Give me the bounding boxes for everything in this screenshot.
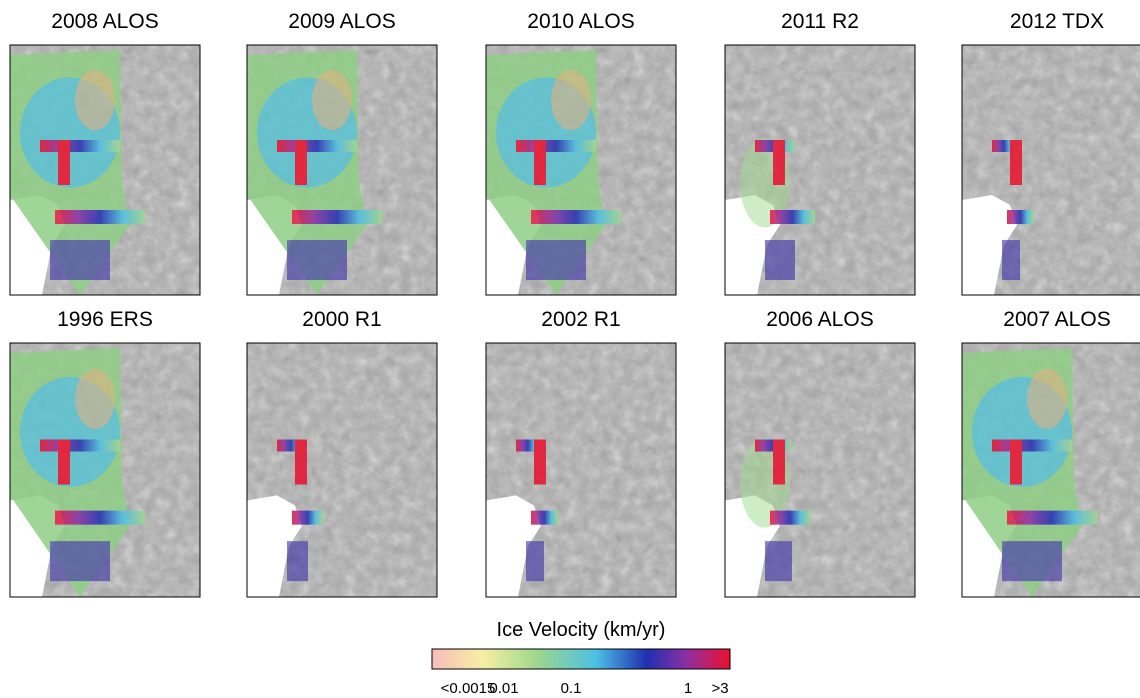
map-panel: 2007 ALOS — [962, 308, 1140, 597]
glacier — [292, 511, 324, 525]
glacier — [1002, 240, 1020, 280]
map-panel: 2006 ALOS — [725, 308, 915, 597]
glacier — [516, 140, 596, 152]
map-body — [10, 45, 200, 295]
glacier-front — [295, 140, 307, 185]
glacier-front — [58, 140, 70, 185]
map-body — [10, 343, 200, 597]
panel-title: 2006 ALOS — [766, 308, 873, 331]
glacier-front — [58, 440, 70, 485]
glacier — [1007, 511, 1097, 525]
glacier — [292, 210, 382, 224]
colorbar-tick-label: 1 — [684, 680, 692, 697]
colorbar-tick-label: 0.1 — [561, 680, 582, 697]
map-panel: 2010 ALOS — [486, 10, 676, 295]
map-body — [725, 45, 915, 295]
glacier-front — [1010, 140, 1022, 185]
panel-title: 2010 ALOS — [527, 10, 634, 33]
colorbar-tick-label: >3 — [711, 680, 728, 697]
glacier — [531, 210, 621, 224]
map-body — [247, 343, 437, 597]
map-panel: 2011 R2 — [725, 10, 915, 295]
glacier — [526, 240, 586, 280]
glacier — [40, 140, 120, 152]
map-body — [486, 45, 676, 295]
glacier-front — [773, 440, 785, 485]
glacier — [287, 240, 347, 280]
velocity-blob — [75, 70, 115, 130]
glacier — [55, 210, 145, 224]
velocity-blob — [312, 70, 352, 130]
map-body — [725, 343, 915, 597]
map-panel: 2000 R1 — [247, 308, 437, 597]
glacier — [287, 541, 308, 581]
map-panel: 2008 ALOS — [10, 10, 200, 295]
figure: 2008 ALOS 2009 ALOS 2010 ALOS 2011 R2 2012 T… — [0, 0, 1140, 698]
glacier — [765, 541, 792, 581]
glacier-front — [1010, 440, 1022, 485]
panel-title: 1996 ERS — [57, 308, 153, 331]
panel-title: 2009 ALOS — [288, 10, 395, 33]
map-panel: 2012 TDX — [962, 10, 1140, 295]
map-body — [962, 343, 1140, 597]
glacier-front — [534, 140, 546, 185]
map-panel: 1996 ERS — [10, 308, 200, 597]
glacier — [40, 440, 120, 452]
map-panel: 2002 R1 — [486, 308, 676, 597]
glacier — [992, 440, 1072, 452]
panel-title: 2011 R2 — [781, 10, 859, 33]
panels: 2008 ALOS 2009 ALOS 2010 ALOS 2011 R2 2012 T… — [10, 10, 1140, 597]
glacier — [55, 511, 145, 525]
colorbar-title: Ice Velocity (km/yr) — [497, 619, 666, 641]
glacier — [50, 240, 110, 280]
colorbar-tick-label: <0.0015 — [441, 680, 496, 697]
glacier — [526, 541, 544, 581]
map-body — [962, 45, 1140, 295]
velocity-blob — [1027, 369, 1067, 429]
glacier — [770, 511, 811, 525]
panel-title: 2012 TDX — [1010, 10, 1104, 33]
glacier-front — [534, 440, 546, 485]
panel-title: 2008 ALOS — [51, 10, 158, 33]
glacier — [50, 541, 110, 581]
colorbar-tick-label: 0.01 — [489, 680, 518, 697]
glacier — [1007, 210, 1034, 224]
glacier — [765, 240, 795, 280]
colorbar-ramp — [432, 649, 730, 669]
glacier-front — [295, 440, 307, 485]
velocity-blob — [75, 369, 115, 429]
glacier — [1002, 541, 1062, 581]
map-body — [486, 343, 676, 597]
panel-title: 2007 ALOS — [1003, 308, 1110, 331]
glacier — [531, 511, 558, 525]
glacier-front — [773, 140, 785, 185]
velocity-blob — [551, 70, 591, 130]
panel-title: 2000 R1 — [302, 308, 381, 331]
glacier — [770, 210, 815, 224]
map-panel: 2009 ALOS — [247, 10, 437, 295]
glacier — [277, 140, 357, 152]
map-body — [247, 45, 437, 295]
panel-title: 2002 R1 — [541, 308, 620, 331]
